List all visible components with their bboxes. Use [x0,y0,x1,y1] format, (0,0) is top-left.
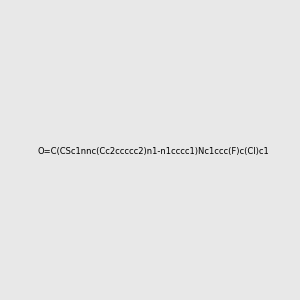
Text: O=C(CSc1nnc(Cc2ccccc2)n1-n1cccc1)Nc1ccc(F)c(Cl)c1: O=C(CSc1nnc(Cc2ccccc2)n1-n1cccc1)Nc1ccc(… [38,147,270,156]
